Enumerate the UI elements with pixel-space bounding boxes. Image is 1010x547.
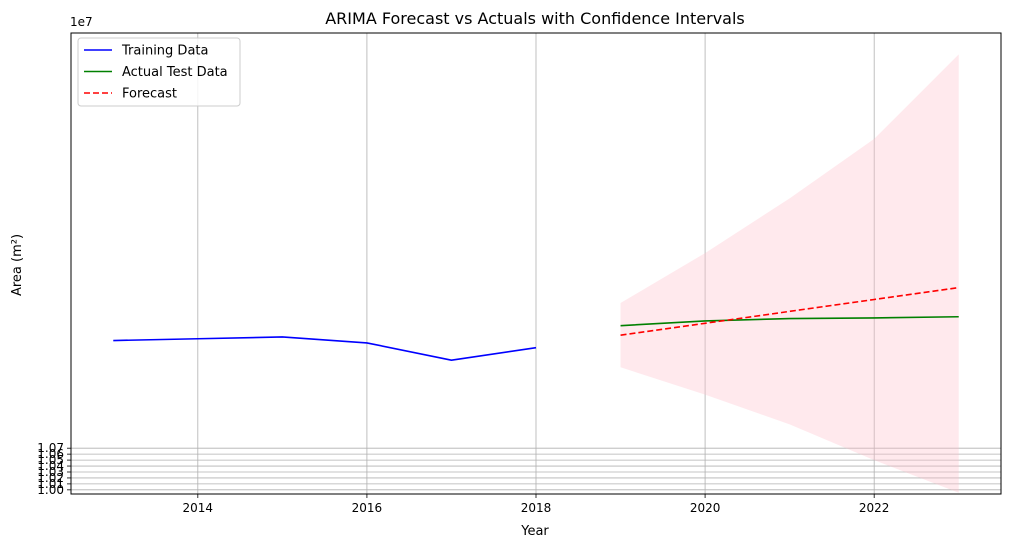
series-line-training-data [113, 336, 537, 361]
y-tick-label: 1.07 [37, 441, 64, 455]
y-tick-label: 1.00 [37, 483, 64, 497]
x-tick-label: 2018 [521, 501, 552, 515]
legend-label: Actual Test Data [122, 65, 228, 80]
series-lines [113, 286, 959, 361]
chart-title: ARIMA Forecast vs Actuals with Confidenc… [325, 9, 745, 28]
legend: Training Data Actual Test Data Forecast [77, 37, 241, 107]
x-tick-label: 2020 [690, 501, 721, 515]
axis-ticks: 2014 2016 2018 2020 2022 1.001.011.021.031.04… [37, 441, 889, 515]
y-tick-label: 1.01 [37, 477, 64, 491]
y-axis-label: Area (m²) [10, 234, 25, 296]
y-tick-label: 1.03 [37, 465, 64, 479]
x-tick-label: 2016 [352, 501, 383, 515]
series-line-forecast [620, 286, 959, 336]
y-tick-label: 1.06 [37, 447, 64, 461]
x-tick-label: 2014 [183, 501, 214, 515]
legend-label: Forecast [122, 87, 177, 102]
confidence-interval [620, 54, 959, 493]
legend-box [77, 37, 241, 107]
legend-label: Training Data [121, 44, 208, 59]
x-axis-label: Year [520, 524, 549, 539]
confidence-band [620, 54, 959, 493]
grid [71, 33, 1001, 494]
y-tick-label: 1.04 [37, 459, 64, 473]
series-line-actual-test-data [620, 315, 959, 327]
y-tick-label: 1.05 [37, 453, 64, 467]
y-tick-label: 1.02 [37, 471, 64, 485]
y-offset-label: 1e7 [70, 15, 93, 29]
x-tick-label: 2022 [859, 501, 890, 515]
